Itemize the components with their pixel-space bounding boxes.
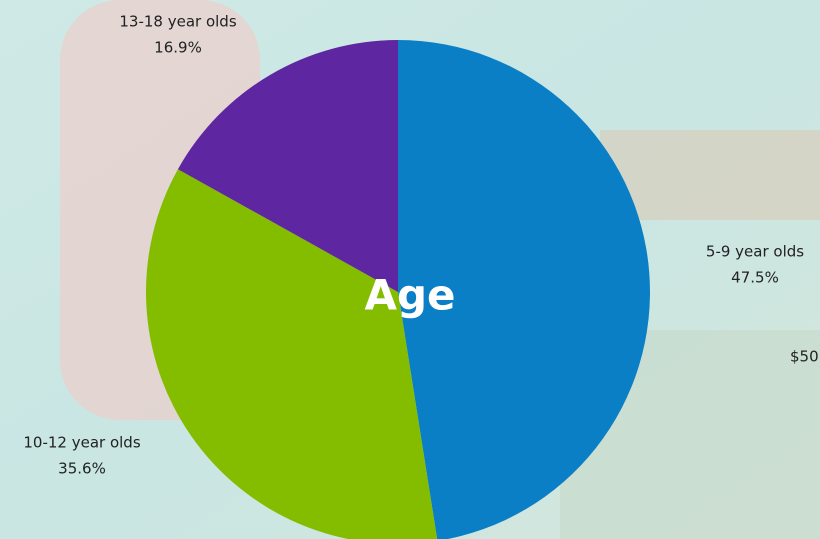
pie-slice (398, 40, 650, 539)
slice-value-label: 47.5% (731, 269, 779, 287)
pie-slice (177, 40, 398, 292)
slice-label: 10-12 year olds (23, 434, 140, 452)
annotation: $50 (790, 348, 819, 366)
pie (146, 40, 650, 539)
slice-value-label: 35.6% (58, 460, 106, 478)
pie-slice (146, 169, 438, 539)
slice-label: 5-9 year olds (706, 243, 804, 261)
slice-value-label: 16.9% (154, 39, 202, 57)
background-table (600, 130, 820, 220)
slice-label: 13-18 year olds (119, 13, 236, 31)
chart-title: Age (364, 271, 455, 320)
